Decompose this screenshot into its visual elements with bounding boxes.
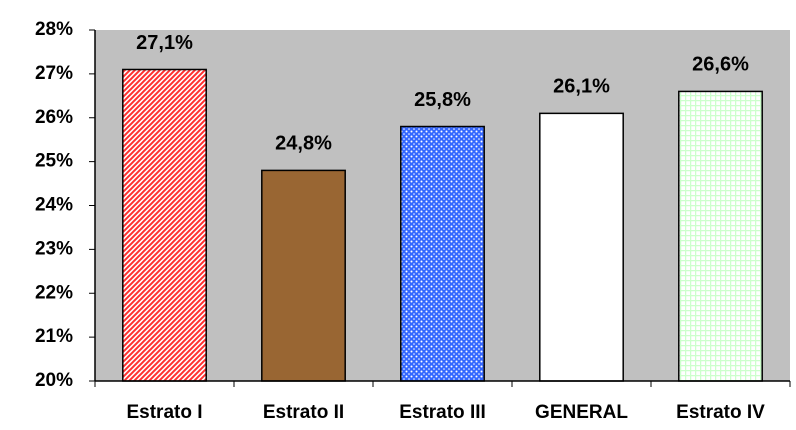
x-tick-label: Estrato I xyxy=(126,402,202,423)
bar xyxy=(400,125,485,382)
value-label: 24,8% xyxy=(275,133,332,155)
y-tick-label: 26% xyxy=(35,107,73,128)
x-tick-label: Estrato IV xyxy=(676,402,765,423)
value-label: 25,8% xyxy=(414,89,471,111)
y-tick-label: 20% xyxy=(35,370,73,391)
bar xyxy=(539,112,624,382)
y-tick-label: 28% xyxy=(35,19,73,40)
y-tick-label: 22% xyxy=(35,282,73,303)
x-tick-label: Estrato III xyxy=(399,402,486,423)
y-tick-label: 25% xyxy=(35,151,73,172)
bar xyxy=(678,90,763,382)
y-tick-label: 24% xyxy=(35,195,73,216)
y-tick-label: 27% xyxy=(35,63,73,84)
value-label: 26,6% xyxy=(692,54,749,76)
y-tick-label: 21% xyxy=(35,326,73,347)
bar xyxy=(261,169,346,382)
value-label: 26,1% xyxy=(553,76,610,98)
x-tick-label: Estrato II xyxy=(263,402,344,423)
x-tick-label: GENERAL xyxy=(535,402,628,423)
y-tick-label: 23% xyxy=(35,238,73,259)
bar xyxy=(122,68,207,382)
value-label: 27,1% xyxy=(136,32,193,54)
